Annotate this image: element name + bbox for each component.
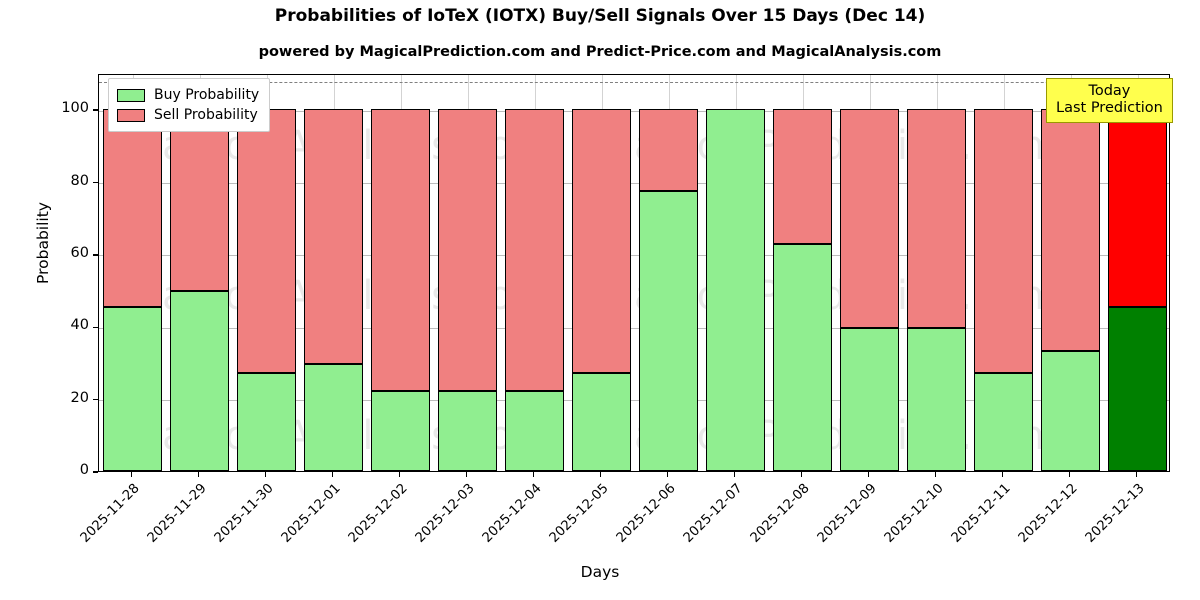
- gridline-y-20: [99, 400, 1169, 402]
- bar-group[interactable]: [571, 75, 632, 471]
- bar-group[interactable]: [1040, 75, 1101, 471]
- x-tick-mark: [867, 472, 870, 477]
- bar-segment-buy[interactable]: [370, 391, 431, 471]
- x-tick-mark: [1135, 472, 1138, 477]
- x-tick-mark: [800, 472, 803, 477]
- bar-group[interactable]: [437, 75, 498, 471]
- plot-area: MagicalAnalysis.comMagicalPrediction.com…: [98, 74, 1170, 472]
- bar-segment-sell[interactable]: [504, 109, 565, 392]
- x-tick-mark: [599, 472, 602, 477]
- bar-segment-buy[interactable]: [437, 391, 498, 471]
- bar-segment-sell[interactable]: [169, 109, 230, 291]
- bar-group[interactable]: [303, 75, 364, 471]
- x-tick-mark: [398, 472, 401, 477]
- bar-group[interactable]: [705, 75, 766, 471]
- bar-segment-buy[interactable]: [906, 328, 967, 471]
- bar-segment-buy[interactable]: [102, 307, 163, 471]
- bar-segment-buy[interactable]: [303, 363, 364, 471]
- bar-segment-sell[interactable]: [772, 109, 833, 244]
- y-axis-label: Probability: [34, 202, 52, 284]
- x-tick-mark: [666, 472, 669, 477]
- bar-segment-buy[interactable]: [571, 373, 632, 471]
- legend-item[interactable]: Buy Probability: [117, 85, 259, 105]
- x-tick-mark: [934, 472, 937, 477]
- y-tick-label: 80: [70, 172, 89, 189]
- bar-group[interactable]: [973, 75, 1034, 471]
- bar-segment-sell[interactable]: [571, 109, 632, 374]
- chart-legend: Buy Probability Sell Probability: [108, 78, 271, 132]
- bar-segment-buy[interactable]: [236, 373, 297, 471]
- bar-segment-buy[interactable]: [638, 191, 699, 471]
- bar-segment-buy[interactable]: [1040, 351, 1101, 471]
- x-tick-mark: [331, 472, 334, 477]
- bar-segment-buy[interactable]: [504, 391, 565, 471]
- bar-group[interactable]: [638, 75, 699, 471]
- y-tick-label: 0: [79, 462, 89, 478]
- bar-group[interactable]: [169, 75, 230, 471]
- chart-subtitle: powered by MagicalPrediction.com and Pre…: [258, 44, 942, 60]
- legend-swatch: [117, 108, 145, 122]
- bar-segment-sell[interactable]: [839, 109, 900, 329]
- x-tick-mark: [465, 472, 468, 477]
- y-tick-label: 40: [70, 317, 89, 334]
- y-tick-mark: [93, 181, 98, 184]
- gridline-y-100: [99, 110, 1169, 112]
- x-tick-mark: [264, 472, 267, 477]
- y-tick-mark: [93, 254, 98, 256]
- chart-title: Probabilities of IoTeX (IOTX) Buy/Sell S…: [274, 6, 926, 26]
- x-tick-mark: [733, 472, 736, 477]
- bar-segment-sell[interactable]: [1107, 109, 1168, 308]
- bar-segment-sell[interactable]: [906, 109, 967, 329]
- threshold-line: [99, 82, 1169, 84]
- today-annotation: Today Last Prediction: [1046, 78, 1173, 124]
- bar-segment-buy[interactable]: [973, 373, 1034, 471]
- x-tick-mark: [532, 472, 535, 477]
- bar-segment-sell[interactable]: [437, 109, 498, 392]
- legend-item[interactable]: Sell Probability: [117, 105, 259, 125]
- bar-group[interactable]: [236, 75, 297, 471]
- bar-group[interactable]: [1107, 75, 1168, 471]
- y-tick-label: 20: [70, 389, 89, 406]
- bar-segment-sell[interactable]: [102, 109, 163, 308]
- bar-segment-sell[interactable]: [973, 109, 1034, 374]
- today-annotation-line1: Today: [1088, 83, 1131, 99]
- today-annotation-line2: Last Prediction: [1056, 100, 1163, 117]
- bar-segment-sell[interactable]: [236, 109, 297, 374]
- y-tick-label: 100: [61, 100, 89, 117]
- gridline-y-40: [99, 327, 1169, 329]
- bar-segment-sell[interactable]: [370, 109, 431, 392]
- bar-segment-sell[interactable]: [1040, 109, 1101, 352]
- bar-segment-buy[interactable]: [772, 243, 833, 471]
- bar-group[interactable]: [906, 75, 967, 471]
- bar-segment-sell[interactable]: [303, 109, 364, 364]
- bar-group[interactable]: [102, 75, 163, 471]
- bar-segment-sell[interactable]: [638, 109, 699, 192]
- y-tick-label: 60: [70, 244, 89, 261]
- bar-segment-buy[interactable]: [1107, 307, 1168, 471]
- legend-label: Buy Probability: [154, 87, 260, 103]
- bar-segment-buy[interactable]: [169, 290, 230, 471]
- gridline-y-80: [99, 183, 1169, 185]
- y-tick-mark: [93, 326, 98, 328]
- x-axis-label: Days: [580, 563, 620, 581]
- bar-group[interactable]: [370, 75, 431, 471]
- x-tick-mark: [1068, 472, 1071, 477]
- legend-swatch: [117, 88, 145, 102]
- bar-group[interactable]: [772, 75, 833, 471]
- bar-group[interactable]: [839, 75, 900, 471]
- legend-label: Sell Probability: [154, 107, 258, 123]
- y-tick-mark: [93, 109, 98, 111]
- x-tick-mark: [197, 472, 200, 477]
- bar-segment-buy[interactable]: [839, 328, 900, 471]
- x-tick-mark: [130, 472, 133, 477]
- y-tick-mark: [93, 471, 98, 473]
- bar-segment-buy[interactable]: [705, 109, 766, 471]
- bar-group[interactable]: [504, 75, 565, 471]
- gridline-y-60: [99, 255, 1169, 257]
- x-tick-mark: [1001, 472, 1004, 477]
- y-tick-mark: [93, 398, 98, 401]
